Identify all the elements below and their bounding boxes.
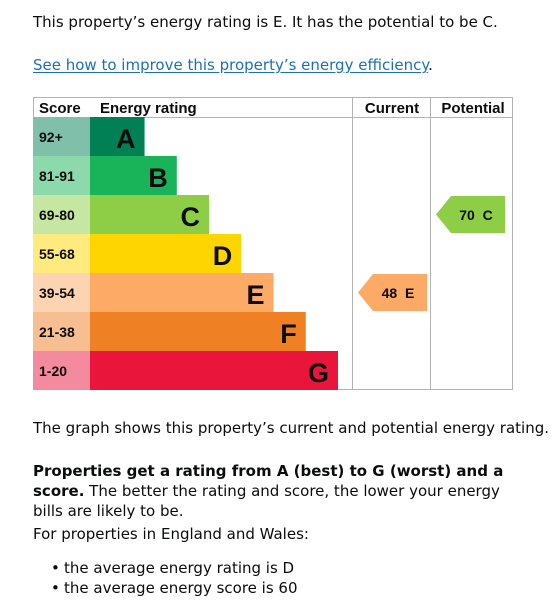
- rating-summary: This property’s energy rating is E. It h…: [33, 13, 498, 31]
- band-a-bar: [90, 117, 145, 156]
- averages-list: the average energy rating is D the avera…: [33, 558, 298, 598]
- header-score: Score: [39, 100, 81, 117]
- potential-rating-label: 70 C: [459, 207, 492, 223]
- improve-efficiency-paragraph: See how to improve this property’s energ…: [33, 55, 433, 75]
- rating-scale-rest: The better the rating and score, the low…: [33, 482, 500, 520]
- band-b-score-label: 81-91: [39, 168, 75, 184]
- band-a-score-label: 92+: [39, 129, 63, 145]
- band-d-letter: D: [213, 241, 233, 271]
- band-e-letter: E: [247, 280, 265, 310]
- chart-bands: 92+ A 81-91 B 69-80 C 55-68 D 39-54 E 21-38 F 1-20 G: [33, 117, 338, 390]
- band-a-score-cell: [33, 117, 90, 156]
- band-d-score-cell: [33, 234, 90, 273]
- band-a-letter: A: [116, 124, 136, 154]
- average-rating-item: the average energy rating is D: [33, 558, 298, 578]
- graph-caption: The graph shows this property’s current …: [33, 419, 549, 437]
- band-d-bar: [90, 234, 242, 273]
- rating-scale-explanation: Properties get a rating from A (best) to…: [33, 461, 523, 521]
- band-c-bar: [90, 195, 210, 234]
- band-c-score-cell: [33, 195, 90, 234]
- band-b-bar: [90, 156, 177, 195]
- region-note: For properties in England and Wales:: [33, 525, 309, 543]
- band-g-score-cell: [33, 351, 90, 390]
- current-rating-label: 48 E: [382, 285, 415, 301]
- band-g-bar: [90, 351, 338, 390]
- potential-rating-arrow: [436, 196, 505, 233]
- band-b-letter: B: [148, 163, 168, 193]
- band-g-letter: G: [308, 358, 329, 388]
- band-f-score-cell: [33, 312, 90, 351]
- band-d-score-label: 55-68: [39, 246, 75, 262]
- average-score-item: the average energy score is 60: [33, 578, 298, 598]
- band-e-score-label: 39-54: [39, 285, 75, 301]
- band-e-bar: [90, 273, 274, 312]
- header-current: Current: [365, 100, 419, 117]
- energy-rating-chart: 92+ A81-91 B69-80 C55-68 D39-54 E21-38 F1-20 G …: [33, 97, 513, 390]
- rating-scale-bold: Properties get a rating from A (best) to…: [33, 462, 504, 500]
- chart-indicators: 48 E 70 C: [358, 196, 505, 311]
- band-f-score-label: 21-38: [39, 324, 75, 340]
- band-f-bar: [90, 312, 306, 351]
- band-c-score-label: 69-80: [39, 207, 75, 223]
- band-e-score-cell: [33, 273, 90, 312]
- band-f-letter: F: [280, 319, 297, 349]
- band-b-score-cell: [33, 156, 90, 195]
- band-g-score-label: 1-20: [39, 363, 67, 379]
- improve-efficiency-link[interactable]: See how to improve this property’s energ…: [33, 56, 429, 74]
- band-c-letter: C: [181, 202, 201, 232]
- link-suffix: .: [428, 56, 433, 74]
- header-potential: Potential: [441, 100, 504, 117]
- header-energy-rating: Energy rating: [100, 100, 197, 117]
- current-rating-arrow: [358, 274, 427, 311]
